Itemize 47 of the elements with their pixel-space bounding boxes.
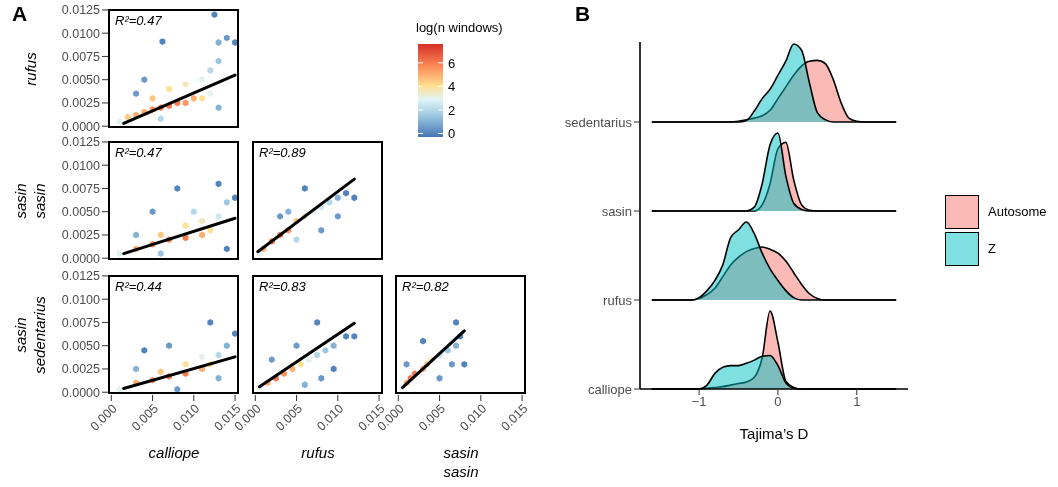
- x-tick-label: 0: [774, 394, 782, 410]
- y-tick-label: 0.0125: [61, 3, 101, 18]
- color-bar-label: 0: [448, 126, 456, 142]
- x-tick-label: 1: [853, 394, 861, 410]
- text: Autosome: [988, 204, 1047, 219]
- y-axis-title: rufus: [20, 52, 40, 86]
- y-tick-label: 0.0125: [61, 135, 101, 150]
- x-axis-title: rufus: [301, 443, 335, 462]
- y-axis-title: sasin sedentarius: [11, 296, 49, 374]
- chart-title: A: [12, 2, 28, 26]
- y-tick-label: 0.0025: [61, 228, 101, 243]
- y-tick-label: 0.0025: [61, 362, 101, 377]
- y-tick-label: 0.0050: [61, 205, 101, 220]
- y-tick-label: 0.0075: [61, 49, 101, 64]
- annotation: R²=0.47: [115, 13, 162, 28]
- y-tick-label: 0.0100: [61, 26, 101, 41]
- y-axis-title: calliope: [587, 381, 632, 397]
- y-tick-label: 0.0100: [61, 158, 101, 173]
- y-tick-label: 0.0050: [61, 339, 101, 354]
- y-axis-title: sasin: [601, 203, 632, 219]
- color-bar-title: log(n windows): [416, 20, 503, 35]
- annotation: R²=0.83: [259, 279, 306, 294]
- y-tick-label: 0.0000: [61, 251, 101, 266]
- y-tick-label: 0.0000: [61, 385, 101, 400]
- y-tick-label: 0.0000: [61, 119, 101, 134]
- y-axis-title: rufus: [603, 292, 633, 308]
- x-axis-title: Tajima’s D: [738, 425, 810, 442]
- y-tick-label: 0.0125: [61, 269, 101, 284]
- x-axis-title: sasin sasin: [443, 443, 479, 481]
- y-tick-label: 0.0100: [61, 292, 101, 307]
- chart-title: B: [575, 2, 591, 26]
- y-tick-label: 0.0050: [61, 73, 101, 88]
- annotation: R²=0.44: [115, 279, 162, 294]
- color-bar-label: 2: [448, 102, 456, 118]
- y-tick-label: 0.0075: [61, 181, 101, 196]
- y-tick-label: 0.0025: [61, 96, 101, 111]
- text: Z: [988, 241, 996, 256]
- annotation: R²=0.82: [402, 279, 449, 294]
- annotation: R²=0.89: [259, 145, 306, 160]
- y-axis-title: sasin sasin: [11, 183, 49, 219]
- y-tick-label: 0.0075: [61, 315, 101, 330]
- color-bar-label: 4: [448, 79, 456, 95]
- x-axis-title: calliope: [148, 443, 200, 462]
- y-axis-title: sedentarius: [564, 114, 633, 130]
- x-tick-label: −1: [691, 394, 707, 410]
- color-bar-label: 6: [448, 55, 456, 71]
- annotation: R²=0.47: [115, 145, 162, 160]
